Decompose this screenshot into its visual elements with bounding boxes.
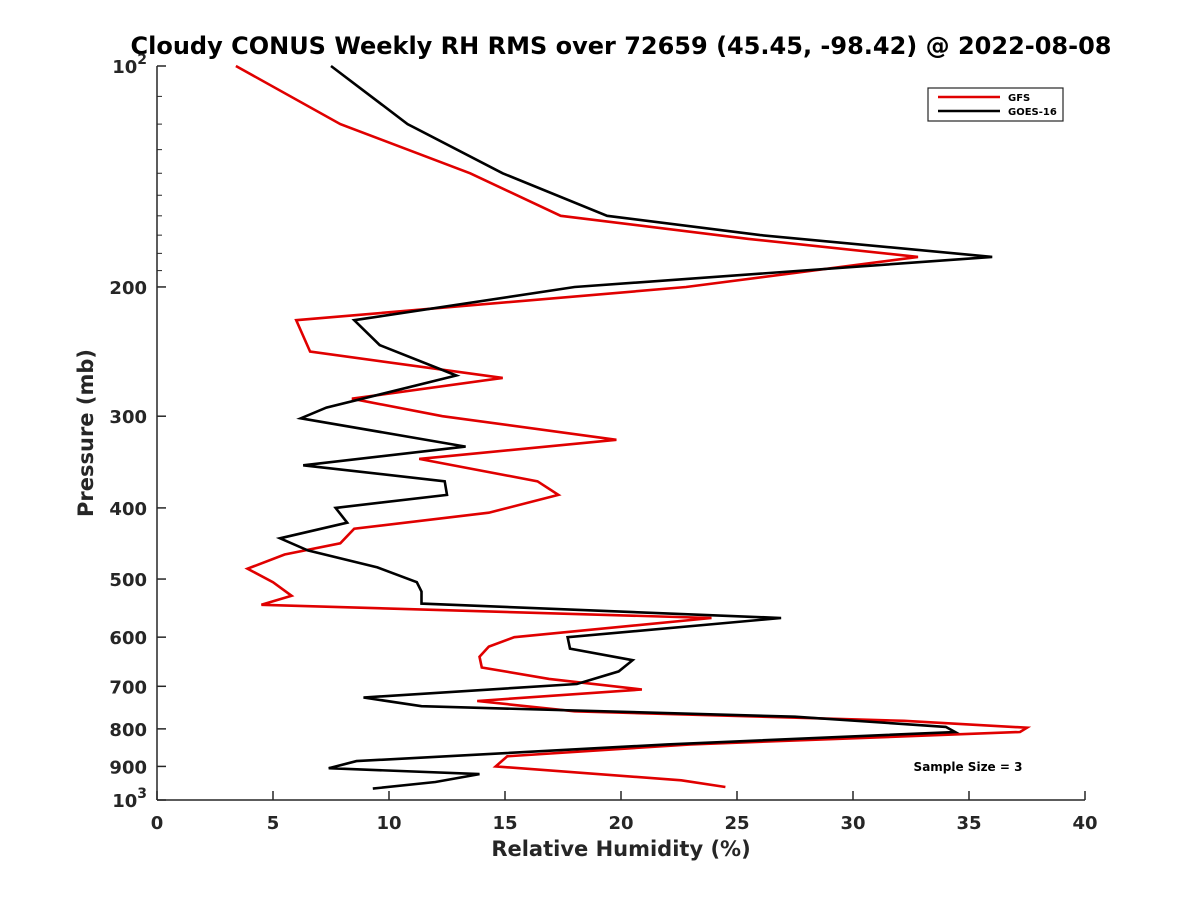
y-tick-label: 800 [109, 720, 147, 741]
legend-label-goes-16: GOES-16 [1008, 107, 1057, 118]
legend-box [927, 87, 1064, 122]
x-tick-label: 35 [956, 813, 981, 834]
series-layer [235, 64, 1032, 790]
y-tick-label: 200 [109, 278, 147, 299]
y-tick-label: 700 [109, 677, 147, 698]
x-tick-label: 0 [151, 813, 164, 834]
x-tick-label: 25 [724, 813, 749, 834]
y-tick-label: 500 [109, 570, 147, 591]
x-tick-label: 10 [376, 813, 401, 834]
y-tick-label: 103 [112, 786, 147, 812]
series-line-goes-16 [275, 64, 993, 790]
y-tick-label: 102 [112, 52, 147, 78]
x-tick-label: 5 [267, 813, 280, 834]
sample-size-annotation: Sample Size = 3 [914, 760, 1023, 774]
y-tick-label: 900 [109, 757, 147, 778]
y-axis-label: Pressure (mb) [74, 349, 98, 517]
x-tick-label: 20 [608, 813, 633, 834]
x-tick-label: 15 [492, 813, 517, 834]
legend-label-gfs: GFS [1008, 93, 1030, 104]
y-tick-label: 600 [109, 628, 147, 649]
x-tick-label: 30 [840, 813, 865, 834]
legend: GFS GOES-16 [927, 87, 1064, 122]
chart-title: Cloudy CONUS Weekly RH RMS over 72659 (4… [131, 32, 1112, 60]
y-tick-label: 400 [109, 499, 147, 520]
axes-layer: 0 5 10 15 20 25 30 35 40 102 200 300 400 500 600 700 800… [109, 52, 1097, 834]
x-tick-label: 40 [1072, 813, 1097, 834]
y-tick-label: 300 [109, 407, 147, 428]
x-axis-label: Relative Humidity (%) [491, 837, 750, 861]
